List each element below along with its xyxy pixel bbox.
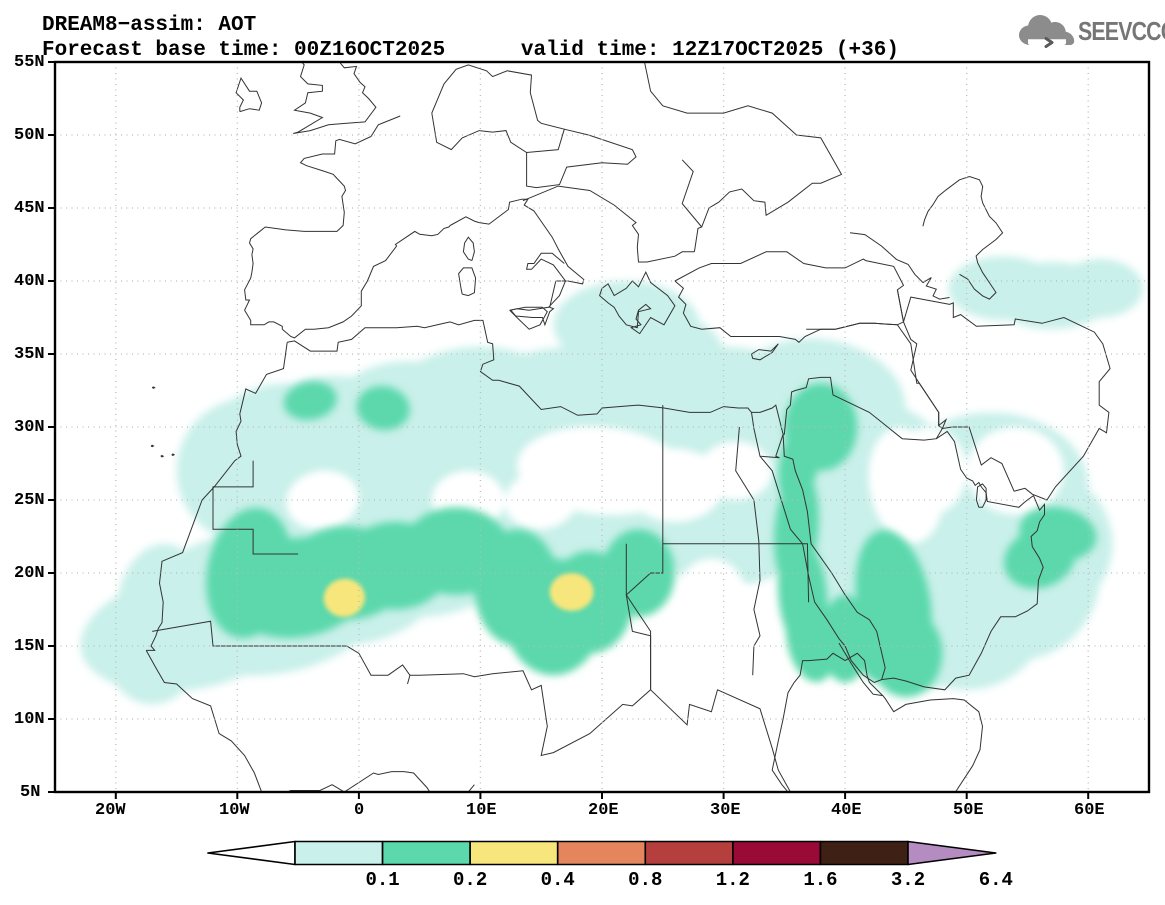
svg-text:3.2: 3.2 [891, 869, 925, 891]
svg-text:1.2: 1.2 [716, 869, 750, 891]
svg-text:6.4: 6.4 [979, 869, 1013, 891]
svg-text:0.4: 0.4 [541, 869, 575, 891]
svg-text:0.8: 0.8 [628, 869, 662, 891]
svg-text:0.1: 0.1 [365, 869, 399, 891]
svg-text:0.2: 0.2 [453, 869, 487, 891]
svg-text:1.6: 1.6 [803, 869, 837, 891]
